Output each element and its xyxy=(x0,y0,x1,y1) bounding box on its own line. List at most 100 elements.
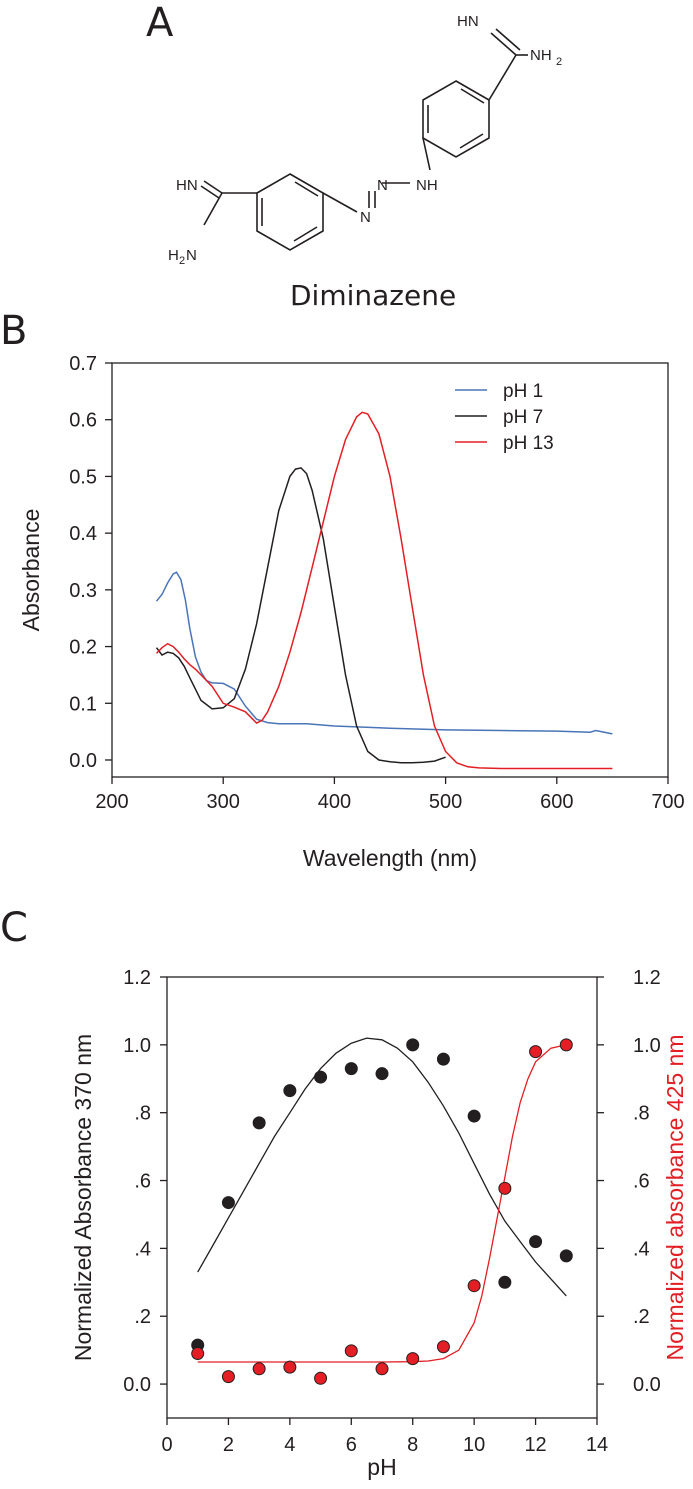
x-tick-label: 6 xyxy=(346,1434,357,1456)
x-tick-label: 300 xyxy=(207,791,240,813)
plot-frame xyxy=(166,976,598,1419)
y2-tick-label: 0.0 xyxy=(633,1374,661,1396)
ring-azo-bond xyxy=(322,192,358,213)
data-point xyxy=(467,1109,481,1123)
y-tick-label: 0.3 xyxy=(69,580,97,602)
x-axis-label: pH xyxy=(367,1454,396,1480)
y-tick-label: 0.2 xyxy=(69,637,97,659)
x-tick-label: 14 xyxy=(586,1434,608,1456)
y-tick-label: 1.2 xyxy=(123,967,151,989)
left-imine-bond xyxy=(203,180,223,194)
azo-nitrogen-label: N xyxy=(377,177,388,194)
data-point xyxy=(221,1370,235,1384)
x-tick-label: 500 xyxy=(429,791,462,813)
azo-nitrogen-label: N xyxy=(360,209,371,226)
absorbance-spectrum-chart: 200 300 400 500 600 700 0.0 0.1 0.2 0.3 0.4 0.5 0.6 0… xyxy=(18,353,685,871)
top-ring-double-bond xyxy=(459,133,484,149)
y2-tick-label: .8 xyxy=(633,1103,650,1125)
y-tick-label: 0.7 xyxy=(69,353,97,375)
data-point xyxy=(559,1038,573,1052)
legend-label: pH 1 xyxy=(503,381,543,402)
fit-curve xyxy=(197,1044,567,1363)
x-tick-label: 4 xyxy=(284,1434,295,1456)
y-tick-label: 0.4 xyxy=(69,523,97,545)
data-point xyxy=(529,1235,543,1249)
y2-tick-label: .4 xyxy=(633,1238,650,1260)
panel-letter-a: A xyxy=(146,0,174,46)
ring-nh-bond xyxy=(422,137,431,171)
legend-label: pH 7 xyxy=(503,407,543,428)
x-tick-label: 10 xyxy=(463,1434,485,1456)
data-point xyxy=(283,1360,297,1374)
diminazene-structure: HN NH 2 NH N N HN H 2 N Diminazene xyxy=(168,13,562,312)
y-tick-label: 0.6 xyxy=(69,410,97,432)
y-tick-label: 0.5 xyxy=(69,466,97,488)
bottom-benzene-ring xyxy=(256,173,324,251)
data-point xyxy=(221,1196,235,1210)
x-tick-label: 600 xyxy=(540,791,573,813)
top-amidine-bond xyxy=(488,54,517,101)
top-ring-double-bond xyxy=(460,88,485,104)
y2-tick-label: .6 xyxy=(633,1171,650,1193)
molecule-name: Diminazene xyxy=(290,279,456,312)
left-imine-label: HN xyxy=(176,177,198,194)
bottom-ring-double-bond xyxy=(293,226,318,242)
y-tick-label: 1.0 xyxy=(123,1035,151,1057)
y-axis-label: Normalized Absorbance 370 nm xyxy=(70,1034,96,1361)
left-amine-bond xyxy=(203,192,223,226)
left-imine-bond xyxy=(200,185,220,199)
data-point xyxy=(344,1344,358,1358)
ph-titration-chart: 0 2 4 6 8 10 12 14 0.0 0.0 .2 .2 .4 .4 .6 .6 .8 .8 1.0 1.0 1… xyxy=(70,967,688,1480)
panel-letter-c: C xyxy=(0,905,28,951)
structure-bonds xyxy=(200,28,528,251)
bottom-ring-double-bond xyxy=(294,181,319,197)
fit-curve xyxy=(197,1037,567,1297)
data-point xyxy=(191,1347,205,1361)
top-amine-subscript: 2 xyxy=(556,56,562,68)
data-point xyxy=(406,1038,420,1052)
y2-tick-label: .2 xyxy=(633,1306,650,1328)
series-line xyxy=(155,467,446,764)
left-amine-n-label: N xyxy=(186,247,197,264)
data-point xyxy=(529,1045,543,1059)
y-tick-label: .8 xyxy=(134,1103,151,1125)
top-imine-bond xyxy=(495,28,521,51)
top-benzene-ring xyxy=(422,80,490,158)
y-tick-label: 0.0 xyxy=(69,750,97,772)
data-point xyxy=(375,1362,389,1376)
data-point xyxy=(252,1116,266,1130)
y-tick-label: 0.1 xyxy=(69,693,97,715)
y-tick-label: 0.0 xyxy=(123,1374,151,1396)
plot-frame xyxy=(111,362,669,778)
data-point xyxy=(252,1362,266,1376)
y-tick-label: .6 xyxy=(134,1171,151,1193)
x-tick-label: 2 xyxy=(223,1434,234,1456)
x-tick-label: 200 xyxy=(95,791,128,813)
top-imine-bond xyxy=(490,32,517,56)
data-point xyxy=(344,1062,358,1076)
series-line xyxy=(155,411,613,770)
y2-tick-label: 1.2 xyxy=(633,967,661,989)
data-point xyxy=(436,1340,450,1354)
left-amine-subscript: 2 xyxy=(179,255,185,267)
y-axis-label: Absorbance xyxy=(18,509,44,632)
series-line xyxy=(155,571,613,735)
data-point xyxy=(498,1275,512,1289)
data-point xyxy=(436,1052,450,1066)
data-point xyxy=(559,1249,573,1263)
top-amine-label: NH xyxy=(530,47,552,64)
y2-tick-label: 1.0 xyxy=(633,1035,661,1057)
data-point xyxy=(314,1371,328,1385)
x-tick-label: 12 xyxy=(524,1434,546,1456)
x-tick-label: 0 xyxy=(161,1434,172,1456)
top-imine-label: HN xyxy=(457,13,479,30)
x-axis-label: Wavelength (nm) xyxy=(303,845,477,871)
y-tick-label: .2 xyxy=(134,1306,151,1328)
data-point xyxy=(467,1279,481,1293)
data-point xyxy=(283,1084,297,1098)
x-tick-label: 8 xyxy=(407,1434,418,1456)
y-tick-label: .4 xyxy=(134,1238,151,1260)
x-tick-label: 400 xyxy=(318,791,351,813)
bridge-nh-label: NH xyxy=(416,177,438,194)
left-amine-h-label: H xyxy=(168,247,179,264)
